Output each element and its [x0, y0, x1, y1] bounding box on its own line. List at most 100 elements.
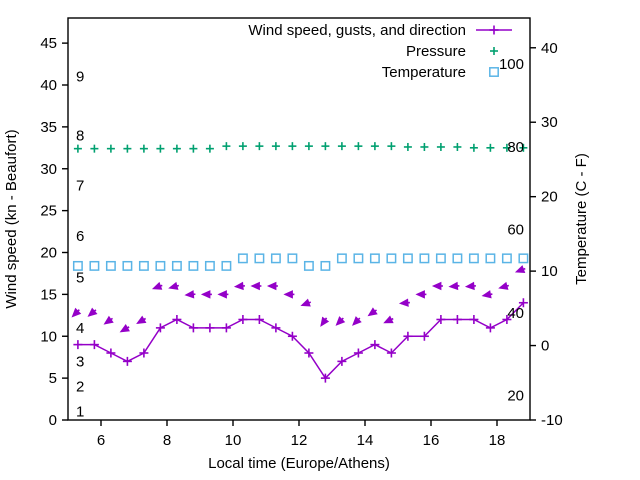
wind-direction-arrow — [448, 281, 460, 291]
plus-marker — [320, 373, 330, 383]
plus-marker — [485, 323, 495, 333]
y-tick-label: 40 — [40, 77, 57, 94]
wind-direction-arrow — [200, 290, 212, 299]
y2-axis-title: Temperature (C - F) — [573, 153, 590, 285]
square-marker — [270, 253, 281, 264]
plus-marker — [337, 356, 347, 366]
beaufort-label: 9 — [76, 69, 84, 86]
plus-marker — [519, 143, 528, 152]
plus-marker — [502, 315, 512, 324]
plus-marker — [287, 331, 297, 341]
square-marker — [188, 260, 199, 271]
plus-marker — [386, 348, 396, 358]
wind-speed-line — [77, 302, 524, 380]
plus-marker — [288, 142, 297, 151]
wind-direction-arrow — [71, 307, 82, 318]
plus-marker — [502, 143, 511, 152]
square-marker — [287, 253, 298, 264]
y2-tick-label: 40 — [541, 40, 558, 57]
plus-marker — [486, 143, 495, 152]
wind-direction-arrow — [266, 281, 278, 291]
plus-marker — [271, 142, 280, 151]
series-layer — [71, 142, 529, 383]
x-tick-label: 16 — [423, 432, 440, 449]
y-tick-label: 20 — [40, 245, 57, 262]
wind-direction-arrow — [250, 281, 262, 291]
plus-marker — [436, 142, 445, 151]
square-marker — [402, 253, 413, 264]
plus-marker — [353, 348, 363, 358]
y-tick-label: 35 — [40, 119, 57, 136]
fahrenheit-label: 60 — [507, 221, 524, 238]
plus-marker — [453, 142, 462, 151]
wind-direction-arrow — [103, 315, 114, 325]
beaufort-label: 3 — [76, 353, 84, 370]
wind-direction-arrow — [217, 290, 229, 299]
x-tick-label: 18 — [489, 432, 506, 449]
x-tick-label: 12 — [291, 432, 308, 449]
axis-titles-layer: Wind speed (kn - Beaufort) Temperature (C… — [3, 129, 590, 472]
legend-label-2: Temperature — [382, 64, 466, 81]
plus-marker — [255, 142, 264, 151]
plus-marker — [387, 142, 396, 151]
wind-direction-arrow — [514, 265, 526, 274]
wind-direction-arrow — [464, 281, 476, 291]
x-axis-title: Local time (Europe/Athens) — [208, 455, 390, 472]
y2-tick-label: 10 — [541, 263, 558, 280]
square-marker — [221, 260, 232, 271]
x-tick-label: 6 — [97, 432, 105, 449]
wind-direction-arrow — [320, 316, 330, 327]
wind-direction-arrow — [431, 281, 443, 291]
plus-marker — [90, 144, 99, 153]
plus-marker — [469, 143, 478, 152]
square-marker — [485, 253, 496, 264]
plus-marker — [518, 298, 528, 308]
y2-tick-label: 20 — [541, 189, 558, 206]
plus-marker — [271, 323, 281, 333]
plus-marker — [139, 144, 148, 153]
square-marker — [468, 253, 479, 264]
legend-label-0: Wind speed, gusts, and direction — [248, 22, 466, 39]
series-temperature — [72, 253, 529, 271]
square-marker — [303, 260, 314, 271]
x-tick-label: 14 — [357, 432, 374, 449]
beaufort-label: 5 — [76, 270, 84, 287]
plus-marker — [73, 144, 82, 153]
wind-direction-arrow — [335, 316, 346, 326]
plus-marker — [139, 348, 149, 358]
y-tick-label: 45 — [40, 35, 57, 52]
plus-marker — [222, 142, 231, 151]
legend-label-1: Pressure — [406, 43, 466, 60]
square-marker — [138, 260, 149, 271]
plus-marker — [420, 142, 429, 151]
y2-tick-label: 0 — [541, 338, 549, 355]
square-marker — [122, 260, 133, 271]
square-marker — [336, 253, 347, 264]
plus-marker — [337, 142, 346, 151]
plus-marker — [403, 142, 412, 151]
beaufort-label: 7 — [76, 178, 84, 195]
wind-direction-arrow — [300, 298, 312, 307]
square-marker — [489, 67, 499, 77]
plus-marker — [436, 315, 446, 324]
plus-marker — [490, 47, 498, 55]
inner-labels-layer: 1 2 3 4 5 6 7 8 9 20 40 60 80 100 — [76, 56, 524, 420]
square-marker — [386, 253, 397, 264]
plus-marker — [188, 323, 198, 333]
square-marker — [320, 260, 331, 271]
plus-marker — [321, 142, 330, 151]
wind-direction-arrow — [87, 307, 98, 317]
plus-marker — [254, 315, 264, 324]
plus-marker — [304, 142, 313, 151]
plus-marker — [354, 142, 363, 151]
plus-marker — [419, 331, 429, 341]
square-marker — [419, 253, 430, 264]
plus-marker — [156, 144, 165, 153]
plus-marker — [122, 356, 132, 366]
wind-direction-arrow — [481, 290, 493, 299]
beaufort-label: 1 — [76, 404, 84, 421]
fahrenheit-label: 20 — [507, 387, 524, 404]
plus-marker — [304, 348, 314, 358]
plus-marker — [106, 144, 115, 153]
